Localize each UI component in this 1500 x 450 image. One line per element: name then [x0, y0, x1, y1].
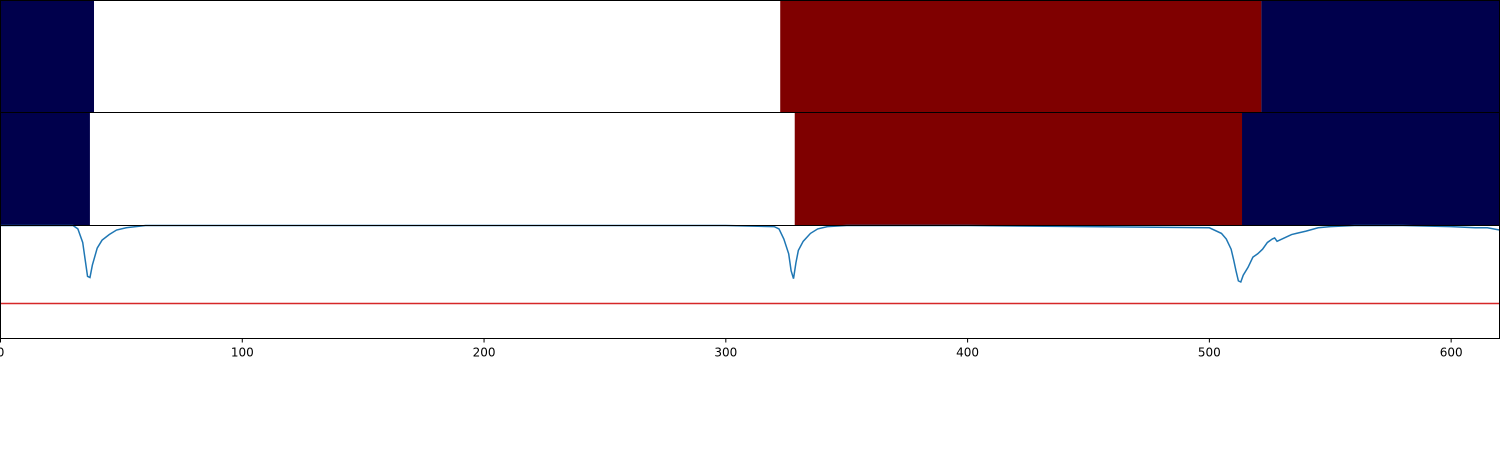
segment-row2-4: [1242, 112, 1500, 226]
segmentation-row-1: [0, 0, 1500, 113]
segmentation-row-2: [0, 112, 1500, 226]
x-tick-label-400: 400: [956, 346, 979, 360]
score-line-panel: [0, 224, 1500, 305]
segment-row1-3: [780, 0, 1262, 113]
x-tick-label-500: 500: [1198, 346, 1221, 360]
segment-row1-1: [0, 0, 95, 113]
x-tick-label-100: 100: [231, 346, 254, 360]
segment-row1-4: [1261, 0, 1500, 113]
segment-row2-2: [89, 112, 795, 226]
x-tick-label-0: 0: [0, 346, 4, 360]
segment-row1-2: [94, 0, 781, 113]
score-series-line: [0, 224, 1500, 284]
segment-row2-3: [794, 112, 1243, 226]
x-tick-label-600: 600: [1440, 346, 1463, 360]
x-tick-label-200: 200: [473, 346, 496, 360]
x-tick-label-300: 300: [714, 346, 737, 360]
x-axis: 0 100 200 300 400 500 600: [0, 338, 1463, 360]
segment-row2-1: [0, 112, 90, 226]
panel-frame-3: [0, 225, 1500, 339]
